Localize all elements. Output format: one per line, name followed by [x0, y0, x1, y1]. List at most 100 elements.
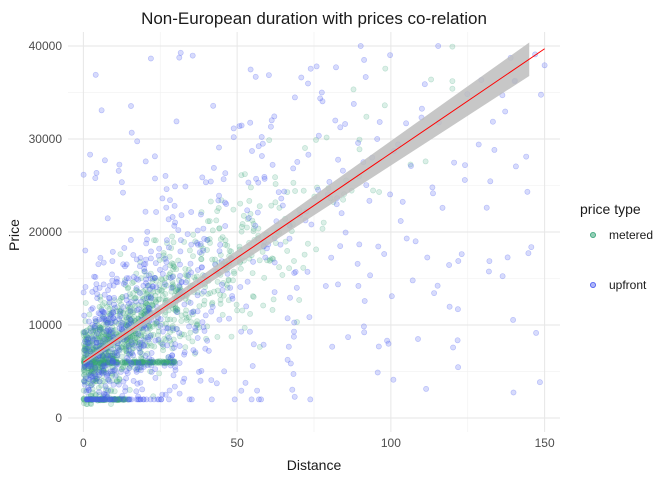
point-metered — [111, 352, 118, 359]
point-metered — [171, 264, 178, 271]
point-upfront — [108, 319, 115, 326]
point-metered — [129, 309, 136, 316]
point-metered — [162, 320, 169, 327]
point-metered — [183, 316, 190, 323]
point-upfront — [152, 374, 159, 381]
point-upfront — [399, 198, 406, 205]
point-metered — [146, 340, 153, 347]
point-upfront — [216, 192, 222, 199]
point-metered — [139, 359, 145, 366]
point-metered — [157, 339, 164, 346]
point-metered — [131, 295, 138, 302]
point-metered — [90, 341, 97, 348]
point-metered — [111, 396, 118, 403]
point-upfront — [171, 344, 177, 351]
point-metered — [131, 357, 138, 363]
point-upfront — [128, 129, 135, 136]
point-metered — [198, 256, 204, 262]
point-metered — [123, 337, 130, 343]
point-upfront — [361, 57, 367, 63]
point-metered — [111, 388, 118, 395]
point-upfront — [319, 98, 326, 105]
point-metered — [98, 359, 104, 365]
point-upfront — [292, 268, 299, 275]
point-metered — [82, 300, 89, 306]
point-metered — [129, 335, 135, 342]
point-metered — [183, 307, 189, 314]
point-metered — [182, 344, 189, 351]
point-metered — [130, 358, 137, 365]
point-upfront — [85, 387, 92, 393]
point-upfront — [538, 91, 544, 98]
point-upfront — [287, 360, 294, 367]
point-metered — [100, 359, 107, 365]
point-metered — [259, 248, 266, 255]
point-upfront — [122, 384, 129, 391]
point-metered — [155, 337, 162, 344]
point-metered — [141, 359, 148, 366]
point-upfront — [254, 209, 261, 216]
point-metered — [89, 337, 96, 343]
point-metered — [87, 392, 94, 399]
point-upfront — [357, 43, 364, 49]
point-metered — [93, 356, 100, 363]
point-metered — [107, 352, 113, 359]
point-upfront — [116, 316, 122, 322]
point-upfront — [253, 175, 259, 182]
y-tick-label: 40000 — [29, 39, 63, 53]
point-metered — [170, 266, 176, 273]
point-upfront — [157, 266, 163, 273]
point-metered — [138, 275, 145, 281]
point-upfront — [105, 326, 111, 332]
point-upfront — [486, 258, 493, 264]
point-metered — [147, 359, 154, 366]
point-metered — [124, 358, 131, 365]
point-metered — [119, 294, 126, 300]
point-metered — [89, 359, 96, 365]
point-metered — [127, 350, 133, 357]
point-metered — [100, 397, 107, 403]
point-metered — [170, 273, 176, 279]
point-upfront — [83, 388, 90, 395]
point-metered — [103, 360, 110, 366]
point-upfront — [184, 231, 191, 237]
point-upfront — [210, 102, 217, 109]
point-upfront — [169, 352, 176, 359]
point-upfront — [222, 223, 229, 229]
point-upfront — [338, 210, 345, 217]
point-metered — [300, 187, 307, 194]
point-metered — [106, 301, 113, 307]
point-upfront — [193, 239, 200, 246]
point-metered — [106, 312, 113, 319]
point-metered — [114, 396, 121, 403]
point-upfront — [261, 173, 268, 180]
point-upfront — [106, 396, 113, 403]
point-metered — [103, 331, 109, 338]
point-metered — [91, 323, 98, 330]
point-metered — [98, 333, 105, 340]
point-metered — [219, 234, 226, 240]
point-upfront — [113, 361, 120, 368]
point-upfront — [101, 391, 108, 398]
point-metered — [286, 265, 292, 272]
point-metered — [152, 274, 159, 281]
point-upfront — [238, 328, 245, 335]
point-upfront — [93, 281, 100, 287]
point-upfront — [458, 251, 465, 257]
point-upfront — [244, 278, 251, 285]
x-tick-label: 100 — [381, 436, 401, 450]
point-metered — [118, 366, 125, 373]
point-metered — [132, 340, 139, 346]
point-metered — [133, 334, 140, 341]
point-metered — [109, 352, 116, 359]
point-metered — [201, 297, 208, 304]
point-metered — [198, 256, 205, 263]
point-metered — [99, 354, 106, 361]
point-metered — [217, 300, 224, 307]
point-upfront — [134, 364, 141, 371]
point-metered — [148, 291, 155, 298]
point-metered — [99, 396, 106, 403]
point-metered — [249, 293, 256, 300]
point-metered — [150, 302, 156, 309]
point-upfront — [262, 254, 269, 261]
